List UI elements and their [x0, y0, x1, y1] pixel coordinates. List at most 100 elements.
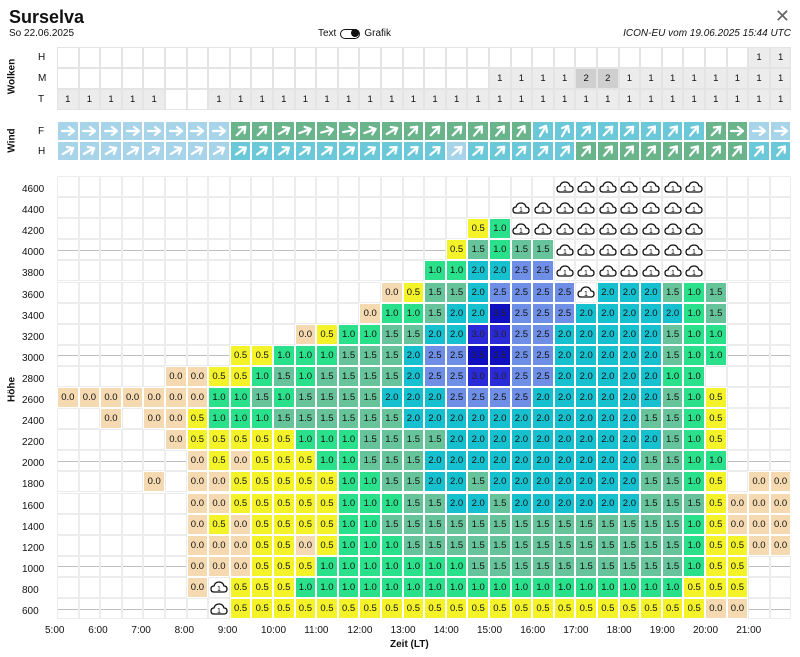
- thermal-cell: 1.5: [597, 534, 619, 556]
- thermal-cell: 1.0: [402, 576, 425, 598]
- svg-text:1: 1: [606, 270, 610, 277]
- thermal-cell: 0.0: [121, 387, 144, 409]
- thermal-cell: 0.5: [229, 344, 252, 366]
- wind-arrow-icon: [212, 145, 226, 156]
- thermal-cell: 0.5: [294, 513, 317, 535]
- view-toggle[interactable]: Text Grafik: [318, 28, 391, 39]
- cloud-cell: 1: [640, 68, 662, 89]
- cloud-icon: 1: [555, 265, 574, 277]
- wind-arrow-icon: [147, 125, 162, 137]
- thermal-cell: [748, 429, 770, 451]
- model-info: ICON-EU vom 19.06.2025 15:44 UTC: [623, 28, 791, 39]
- cloud-icon: 1: [663, 180, 682, 193]
- thermal-cell: 1.5: [381, 323, 403, 345]
- thermal-cell: 2.0: [424, 450, 446, 472]
- time-tick-label: 18:00: [606, 625, 632, 636]
- thermal-cell: 2.0: [445, 471, 468, 493]
- thermal-cell: [229, 302, 252, 324]
- wind-cell: [57, 141, 79, 161]
- thermal-cell: [316, 260, 338, 282]
- thermal-cell: [100, 365, 122, 387]
- svg-text:1: 1: [671, 270, 675, 277]
- cloud-cell: 1: [316, 89, 338, 110]
- svg-text:1: 1: [606, 186, 610, 193]
- cloud-cell: 1: [748, 68, 770, 89]
- thermal-cell: [294, 197, 317, 219]
- thermal-cell: 2.5: [532, 281, 554, 303]
- thermal-cell: [100, 576, 122, 598]
- thermal-cell: 1: [575, 260, 597, 282]
- close-icon[interactable]: ✕: [774, 6, 790, 26]
- thermal-cell: 1.5: [381, 513, 403, 535]
- thermal-cell: 1.5: [489, 513, 511, 535]
- thermal-cell: 1: [661, 239, 684, 261]
- thermal-cell: 1.5: [705, 281, 727, 303]
- forecast-date: So 22.06.2025: [9, 28, 75, 39]
- cloud-cell: [510, 47, 533, 68]
- svg-text:1: 1: [541, 228, 545, 235]
- thermal-cell: 1.5: [510, 239, 533, 261]
- thermal-cell: 1.5: [467, 555, 489, 577]
- thermal-cell: 2.0: [575, 302, 597, 324]
- thermal-cell: [100, 471, 122, 493]
- thermal-cell: 0.5: [424, 598, 446, 620]
- svg-text:1: 1: [692, 249, 696, 256]
- thermal-cell: 0.0: [186, 534, 209, 556]
- thermal-cell: [143, 302, 165, 324]
- thermal-cell: [121, 492, 144, 514]
- thermal-cell: [273, 176, 295, 198]
- thermal-cell: [78, 218, 101, 240]
- thermal-cell: 1.5: [510, 513, 533, 535]
- cloud-icon: 1: [577, 223, 595, 235]
- cloud-icon: 1: [534, 201, 552, 214]
- thermal-cell: 1.5: [640, 513, 662, 535]
- cloud-icon: 1: [620, 223, 639, 235]
- thermal-cell: [229, 281, 252, 303]
- time-tick-label: 9:00: [217, 625, 238, 636]
- svg-text:1: 1: [671, 207, 675, 214]
- time-tick-label: 17:00: [563, 625, 589, 636]
- cloud-cell: [467, 47, 489, 68]
- view-toggle-switch[interactable]: [340, 28, 361, 39]
- cloud-cell: [726, 47, 749, 68]
- svg-text:1: 1: [217, 608, 221, 615]
- thermal-cell: 1.5: [424, 429, 446, 451]
- cloud-cell: 1: [769, 89, 792, 110]
- thermal-cell: 2.0: [489, 450, 511, 472]
- cloud-icon: 1: [577, 201, 595, 214]
- thermal-cell: [143, 492, 165, 514]
- svg-text:1: 1: [692, 270, 696, 277]
- thermal-cell: [359, 176, 381, 198]
- thermal-cell: [100, 450, 122, 472]
- cloud-icon: 1: [663, 223, 682, 235]
- wind-arrow-icon: [689, 145, 700, 157]
- thermal-cell: 2.0: [467, 260, 489, 282]
- time-tick-label: 7:00: [131, 625, 151, 636]
- wind-arrow-icon: [191, 145, 204, 156]
- thermal-cell: 0.5: [273, 492, 295, 514]
- cloud-cell: [445, 47, 468, 68]
- wind-arrow-icon: [408, 125, 419, 137]
- wind-cell: [424, 121, 446, 141]
- wind-cell: [100, 141, 122, 161]
- thermal-cell: [445, 218, 468, 240]
- thermal-cell: 2.5: [510, 260, 533, 282]
- thermal-cell: [381, 176, 403, 198]
- thermal-cell: 2.0: [618, 492, 641, 514]
- thermal-cell: 2.0: [553, 492, 576, 514]
- wind-arrow-icon: [363, 125, 377, 136]
- cloud-cell: 1: [683, 89, 705, 110]
- svg-text:1: 1: [671, 249, 675, 256]
- thermal-cell: [143, 344, 165, 366]
- cloud-row-label: H: [38, 52, 46, 63]
- thermal-cell: 1.0: [359, 492, 381, 514]
- wind-cell: [640, 121, 662, 141]
- thermal-cell: [57, 176, 79, 198]
- wind-cell: [597, 141, 619, 161]
- thermal-cell: 0.0: [143, 471, 165, 493]
- wind-cell: [121, 141, 144, 161]
- thermal-cell: 1.5: [316, 365, 338, 387]
- cloud-icon: 1: [599, 201, 617, 214]
- cloud-cell: [78, 47, 101, 68]
- thermal-cell: 2.0: [597, 450, 619, 472]
